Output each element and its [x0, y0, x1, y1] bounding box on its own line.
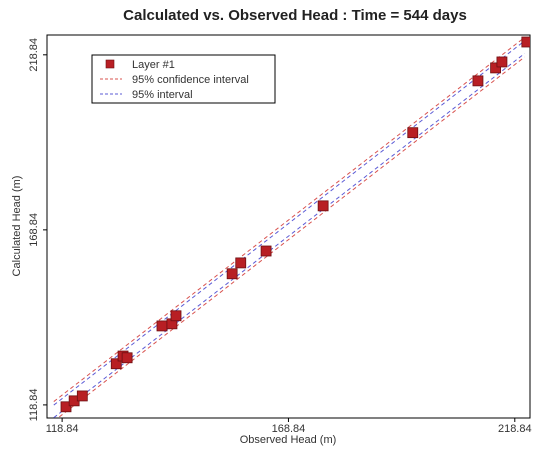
chart-title: Calculated vs. Observed Head : Time = 54… [123, 7, 467, 24]
data-point [521, 36, 530, 48]
plot-layer [53, 36, 530, 418]
legend-label: Layer #1 [132, 59, 175, 71]
interval-line [53, 40, 525, 406]
data-point [260, 245, 272, 257]
data-point [76, 390, 88, 402]
interval-line [53, 37, 525, 402]
data-point [60, 401, 72, 413]
x-tick-label: 218.84 [498, 423, 532, 435]
y-tick-label: 118.84 [28, 388, 40, 421]
y-tick-label: 218.84 [28, 38, 40, 72]
data-point [496, 56, 508, 68]
data-point [226, 268, 238, 280]
x-axis-title: Observed Head (m) [240, 434, 337, 446]
legend-label: 95% confidence interval [132, 74, 249, 86]
legend-box [91, 54, 276, 104]
y-tick-label: 168.84 [28, 213, 40, 247]
data-point [407, 127, 419, 139]
data-point [156, 320, 168, 332]
data-point [121, 352, 133, 364]
x-tick-label: 168.84 [272, 423, 306, 435]
y-axis-title: Calculated Head (m) [11, 176, 23, 277]
data-point [490, 62, 501, 74]
legend-symbol [105, 59, 115, 69]
data-point [472, 75, 484, 87]
data-point [110, 358, 122, 370]
x-tick-label: 118.84 [46, 423, 79, 435]
legend-label: 95% interval [132, 89, 193, 101]
data-point [235, 257, 247, 269]
data-point [317, 200, 329, 212]
data-point [170, 310, 182, 322]
